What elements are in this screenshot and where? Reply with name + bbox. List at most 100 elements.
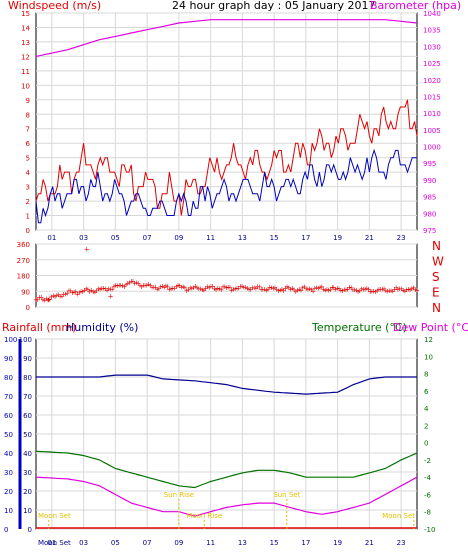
panel-wind-grid (36, 12, 417, 231)
windspeed-tick: 2 (26, 198, 30, 206)
rain-tick: 80 (4, 374, 13, 382)
direction-point: + (241, 284, 247, 292)
direction-point: + (291, 286, 297, 294)
direction-point: + (262, 286, 268, 294)
direction-point: + (220, 283, 226, 291)
direction-point: + (118, 281, 124, 289)
direction-point: + (312, 285, 318, 293)
direction-point: + (135, 280, 141, 288)
direction-point: + (336, 285, 342, 293)
direction-point: + (206, 284, 212, 292)
event-label: Moon Set (382, 512, 415, 520)
direction-point: + (106, 285, 112, 293)
direction-point: + (327, 286, 333, 294)
direction-point: + (362, 286, 368, 294)
direction-point: + (175, 281, 181, 289)
direction-point: + (274, 286, 280, 294)
event-label: Moon Set (38, 512, 71, 520)
direction-point: + (217, 285, 223, 293)
windspeed-tick: 0 (26, 227, 30, 235)
direction-point: + (49, 293, 55, 301)
direction-point: + (40, 296, 46, 304)
direction-point: + (80, 288, 86, 296)
direction-point: + (95, 285, 101, 293)
temperature-tick: 2 (424, 422, 428, 430)
direction-point: + (108, 285, 114, 293)
direction-point: + (68, 287, 74, 295)
windspeed-tick: 11 (21, 68, 30, 76)
direction-point: + (322, 286, 328, 294)
direction-point: + (76, 289, 82, 297)
direction-point: + (64, 289, 70, 297)
direction-point: + (170, 284, 176, 292)
direction-point: + (326, 287, 332, 295)
direction-outlier: + (46, 296, 52, 304)
direction-point: + (345, 285, 351, 293)
direction-point: + (300, 284, 306, 292)
direction-point: + (69, 289, 75, 297)
hour-tick: 15 (270, 234, 279, 242)
humidity-tick: 10 (23, 507, 32, 515)
panel-direction-series: ++++++++++++++++++++++++++++++++++++++++… (33, 245, 420, 304)
direction-point: + (54, 292, 60, 300)
direction-point: + (213, 286, 219, 294)
temperature-tick: 10 (424, 353, 433, 361)
direction-point: + (47, 295, 53, 303)
barometer-tick: 1010 (423, 110, 441, 118)
temperature-tick: -6 (424, 491, 432, 499)
direction-point: + (301, 283, 307, 291)
direction-point: + (140, 281, 146, 289)
direction-point: + (270, 284, 276, 292)
hour-tick: 17 (301, 234, 310, 242)
humidity-tick: 40 (23, 450, 32, 458)
windspeed-tick: 9 (26, 97, 30, 105)
direction-point: + (402, 287, 408, 295)
rain-tick: 0 (4, 526, 8, 534)
direction-point: + (94, 287, 100, 295)
temperature-tick: -8 (424, 509, 431, 517)
direction-outlier: + (84, 245, 90, 253)
direction-point: + (263, 286, 269, 294)
direction-point: + (113, 282, 119, 290)
direction-point: + (75, 290, 81, 298)
direction-point: + (33, 296, 39, 304)
direction-point: + (388, 287, 394, 295)
direction-point: + (236, 284, 242, 292)
rain-tick: 30 (4, 469, 13, 477)
barometer-tick: 980 (423, 210, 436, 218)
panel-wind-series (35, 19, 418, 224)
direction-point: + (120, 282, 126, 290)
compass-letter: E (432, 286, 440, 300)
hour-tick: 01 (47, 539, 56, 547)
direction-point: + (225, 283, 231, 291)
direction-point: + (43, 295, 49, 303)
direction-point: + (296, 286, 302, 294)
direction-point: + (355, 288, 361, 296)
direction-point: + (284, 283, 290, 291)
humidity-tick: 100 (19, 336, 32, 344)
rain-tick: 90 (4, 355, 13, 363)
direction-point: + (279, 286, 285, 294)
panel-direction-grid (36, 243, 417, 308)
humidity-tick: 80 (23, 374, 32, 382)
direction-point: + (199, 286, 205, 294)
direction-point: + (194, 284, 200, 292)
direction-point: + (360, 286, 366, 294)
temperature-tick: -4 (424, 474, 432, 482)
temperature-axis-label: Temperature (°C) (311, 321, 407, 334)
windspeed-tick: 4 (26, 169, 31, 177)
windspeed-tick: 6 (26, 140, 31, 148)
bottom-moon-label: Moon Set (38, 539, 71, 547)
direction-point: + (341, 286, 347, 294)
direction-point: + (85, 286, 91, 294)
direction-point: + (61, 291, 67, 299)
event-label: Moon Rise (186, 512, 222, 520)
direction-point: + (168, 285, 174, 293)
direction-tick: 0 (26, 304, 30, 312)
hour-tick: 05 (111, 234, 120, 242)
direction-point: + (398, 285, 404, 293)
direction-point: + (87, 288, 93, 296)
